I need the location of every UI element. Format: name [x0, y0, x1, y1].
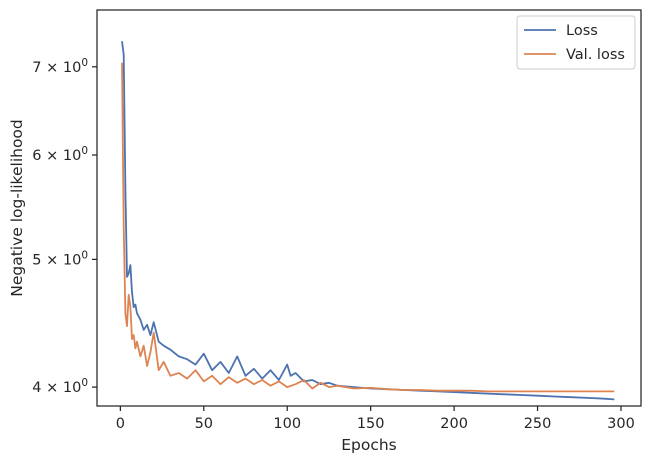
x-tick-label: 0: [116, 416, 125, 432]
x-tick-label: 50: [195, 416, 213, 432]
legend-label-val-loss: Val. loss: [566, 47, 625, 63]
y-tick-label: 6 × 100: [32, 145, 88, 164]
series-line-0: [121, 41, 615, 401]
y-tick-exponent: 0: [81, 145, 88, 157]
y-tick-label: 4 × 100: [32, 377, 88, 396]
series-line-1: [121, 62, 615, 393]
y-tick-exponent: 0: [81, 57, 88, 69]
x-tick-label: 300: [607, 416, 635, 432]
legend-label-loss: Loss: [566, 23, 598, 39]
x-tick-label: 150: [357, 416, 385, 432]
x-tick-label: 100: [273, 416, 301, 432]
plot-frame: [96, 9, 642, 407]
y-tick-label: 7 × 100: [32, 57, 88, 76]
ticks-layer: 0 50 100 150 200 250 300 4 × 100 5 × 100 6 × 100 7…: [32, 57, 635, 432]
legend: Loss Val. loss: [516, 15, 636, 70]
x-tick-label: 250: [524, 416, 552, 432]
x-axis-label: Epochs: [341, 436, 397, 454]
x-tick-label: 200: [440, 416, 468, 432]
y-tick-label: 5 × 100: [32, 249, 88, 268]
y-tick-exponent: 0: [81, 377, 88, 389]
y-tick-exponent: 0: [81, 249, 88, 261]
y-axis-label: Negative log-likelihood: [8, 119, 26, 297]
series-layer: [121, 41, 615, 401]
